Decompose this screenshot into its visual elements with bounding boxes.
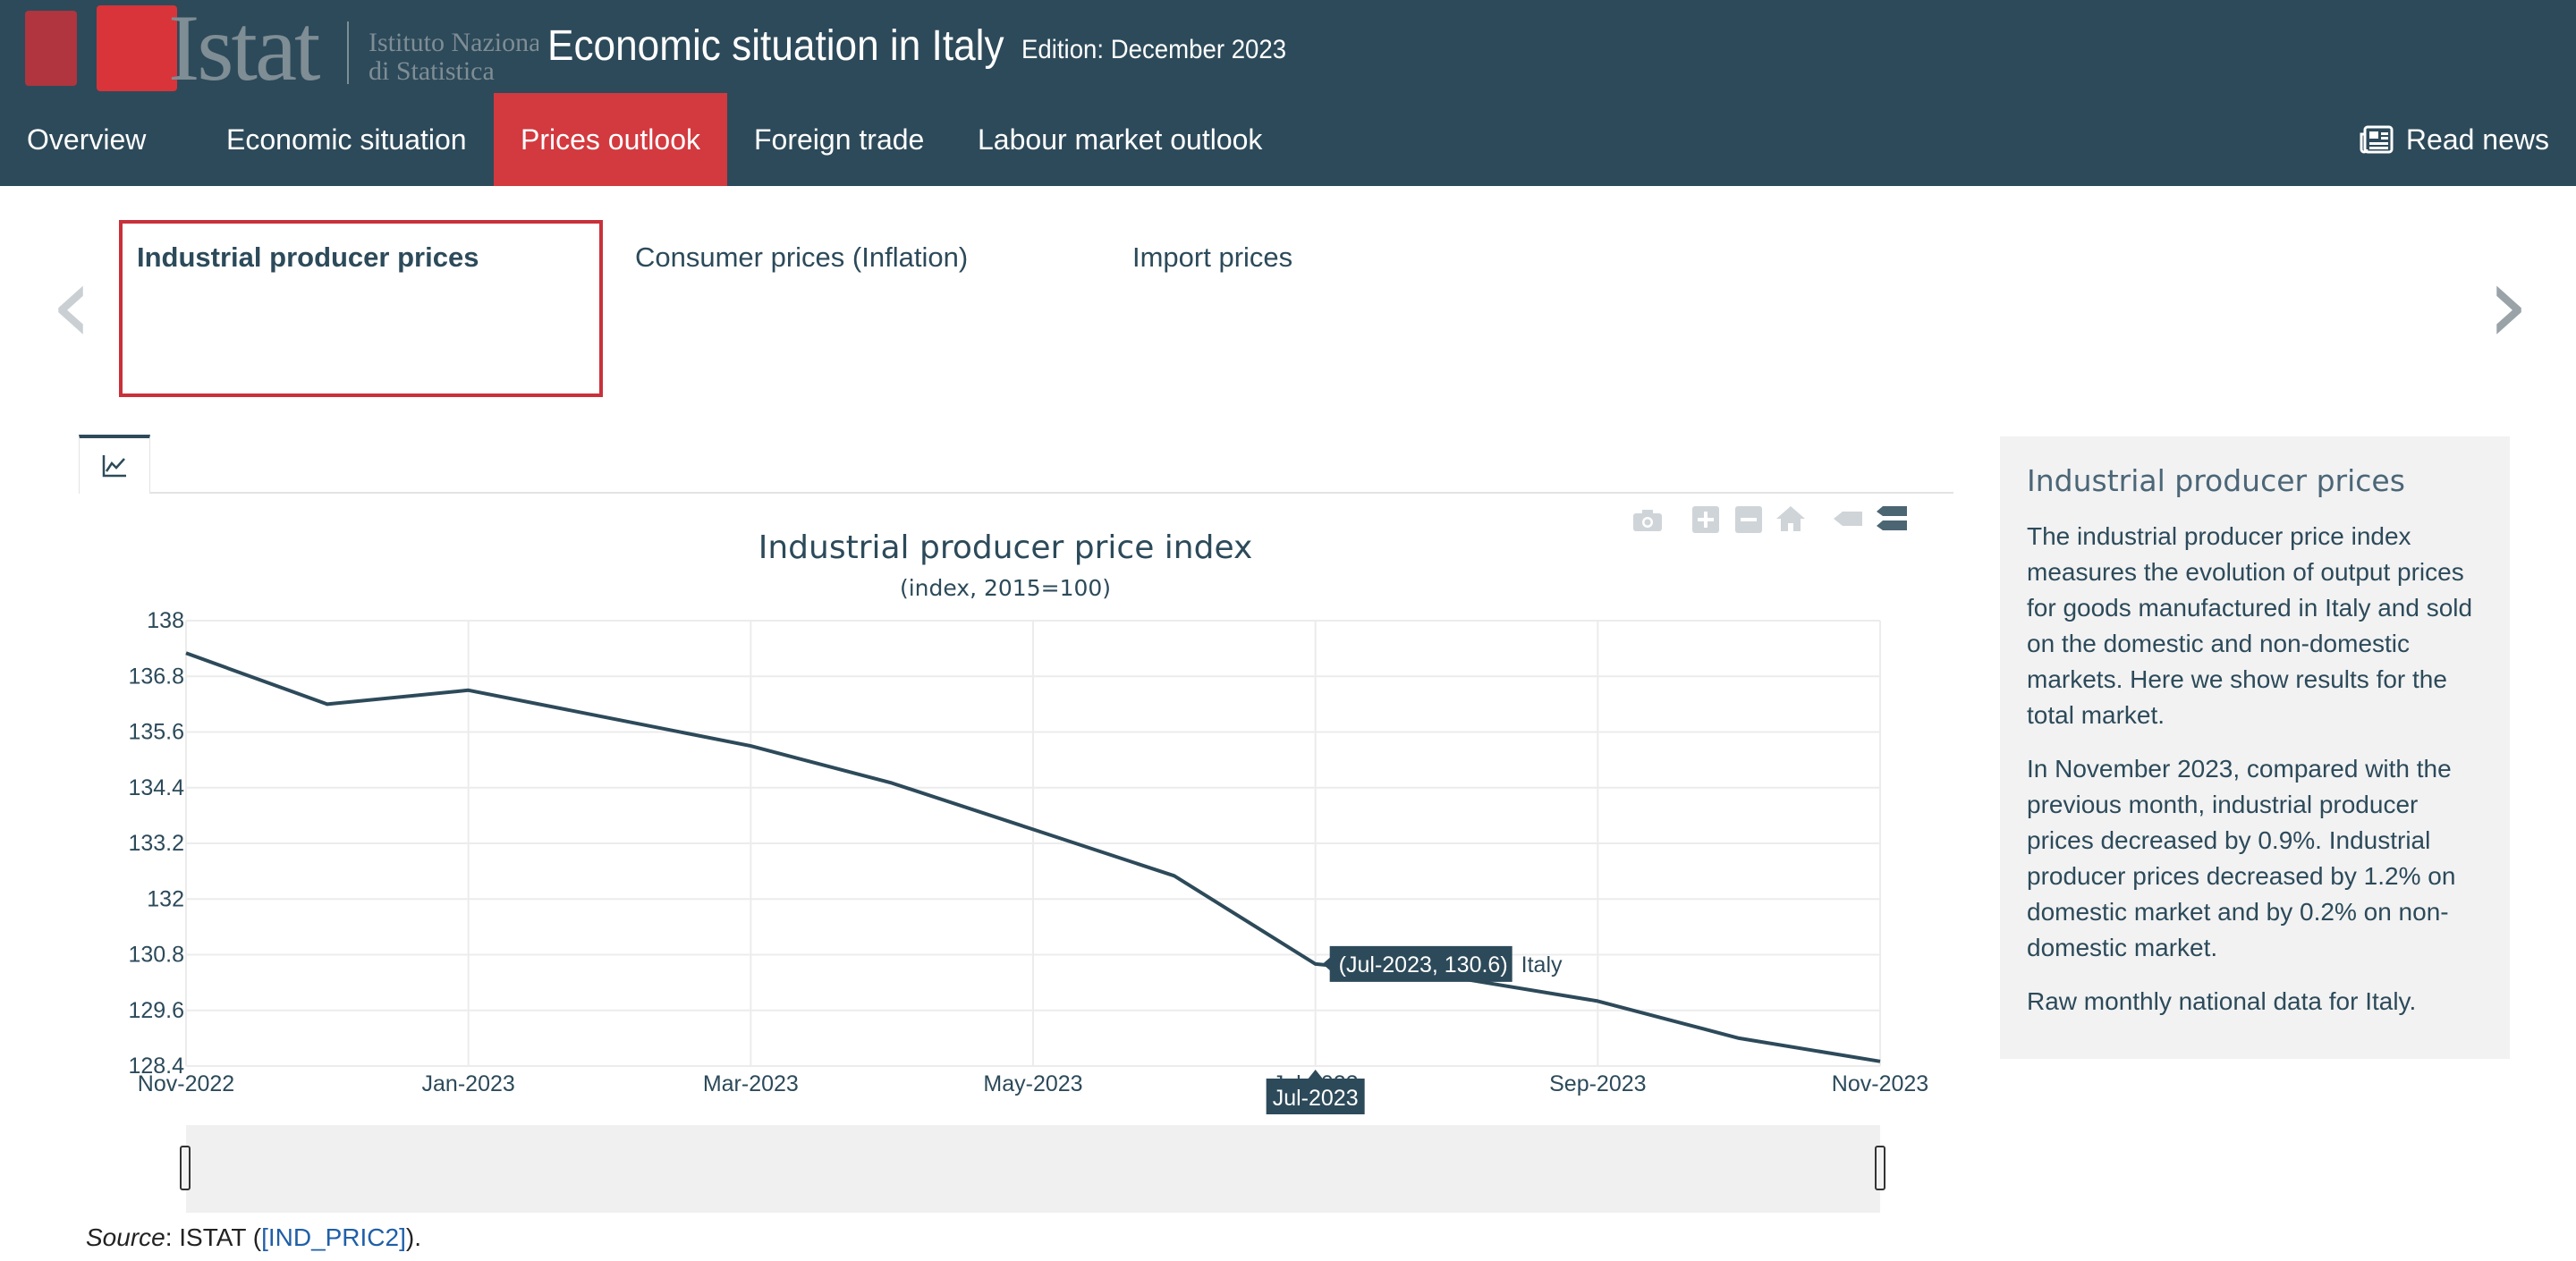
data-point[interactable]: [1735, 1035, 1742, 1042]
x-tick-label: Nov-2022: [138, 1071, 234, 1096]
line-chart-icon: [102, 455, 126, 478]
nav-item-label: Economic situation: [226, 123, 467, 156]
nav-economic-situation[interactable]: Economic situation: [226, 93, 467, 186]
x-hover-label: Jul-2023: [1266, 1070, 1365, 1114]
tooltip-series-name: Italy: [1521, 952, 1563, 977]
y-tick-label: 135.6: [128, 720, 184, 745]
zoom-in-icon[interactable]: [1692, 506, 1719, 533]
chart-view-tabs: [79, 435, 1953, 494]
tooltip-value: (Jul-2023, 130.6): [1339, 952, 1508, 977]
data-point[interactable]: [182, 649, 190, 656]
info-panel-description: The industrial producer price index meas…: [2027, 522, 2473, 729]
subtab-industrial-producer-prices[interactable]: Industrial producer prices: [119, 220, 603, 397]
info-panel: Industrial producer prices The industria…: [2000, 436, 2510, 1059]
y-tick-label: 133.2: [128, 831, 184, 856]
data-point[interactable]: [1594, 997, 1601, 1004]
logo-mark-left: [25, 11, 77, 86]
zoom-out-icon[interactable]: [1735, 506, 1762, 533]
spike-lines-icon[interactable]: [1834, 512, 1862, 526]
y-tick-label: 132: [147, 886, 184, 911]
istat-logo[interactable]: Istat Istituto Nazionale di Statistica: [25, 0, 538, 97]
site-title: Economic situation in Italy: [547, 22, 1004, 70]
logo-divider: [347, 21, 349, 84]
series-italy: [182, 649, 1884, 1065]
source-suffix: ).: [405, 1223, 421, 1251]
info-panel-title: Industrial producer prices: [2027, 463, 2405, 498]
chart-subtitle: (index, 2015=100): [900, 575, 1111, 601]
y-tick-label: 130.8: [128, 943, 184, 968]
y-tick-label: 134.4: [128, 775, 184, 800]
data-point[interactable]: [1030, 825, 1037, 833]
logo-mark-right: [97, 5, 177, 91]
y-axis-ticks: 128.4 129.6 130.8 132 133.2 134.4 135.6 136.8 13…: [128, 608, 184, 1079]
logo-subtitle-line-1: Istituto Nazionale: [369, 29, 538, 57]
source-prefix: Source: [86, 1223, 165, 1251]
data-point[interactable]: [465, 687, 472, 694]
x-tick-label: Sep-2023: [1549, 1071, 1646, 1096]
x-tick-label: Jan-2023: [422, 1071, 515, 1096]
nav-item-label: Labour market outlook: [978, 123, 1263, 156]
nav-item-label: Overview: [27, 123, 147, 156]
x-tick-label: May-2023: [983, 1071, 1082, 1096]
x-tick-label: Mar-2023: [703, 1071, 799, 1096]
y-tick-label: 136.8: [128, 664, 184, 689]
x-axis-ticks: Nov-2022Jan-2023Mar-2023May-2023Jul-2023…: [138, 1071, 1928, 1096]
info-panel-latest: In November 2023, compared with the prev…: [2027, 755, 2456, 961]
nav-prices-outlook[interactable]: Prices outlook: [494, 93, 727, 186]
main-nav: Overview Economic situation Prices outlo…: [0, 93, 2576, 186]
tooltip-box: [1322, 945, 1513, 982]
data-point[interactable]: [1171, 872, 1178, 879]
series-line[interactable]: [185, 651, 1881, 1063]
range-slider[interactable]: [180, 1125, 1885, 1213]
subtab-label: Industrial producer prices: [137, 241, 479, 273]
x-hover-text: Jul-2023: [1273, 1086, 1359, 1111]
camera-icon[interactable]: [1633, 510, 1662, 531]
y-tick-label: 138: [147, 608, 184, 633]
chevron-left-icon[interactable]: ‹: [50, 243, 93, 368]
data-point[interactable]: [606, 715, 614, 722]
data-point[interactable]: [1877, 1058, 1884, 1065]
subtab-import-prices[interactable]: Import prices: [1114, 220, 1580, 397]
nav-foreign-trade[interactable]: Foreign trade: [754, 93, 924, 186]
price-index-chart: Industrial producer price index (index, …: [128, 506, 1928, 1213]
subtab-consumer-prices[interactable]: Consumer prices (Inflation): [617, 220, 1082, 397]
hover-tooltip: (Jul-2023, 130.6) Italy: [1322, 945, 1563, 982]
range-slider-right-handle[interactable]: [1875, 1146, 1885, 1190]
subtab-label: Consumer prices (Inflation): [635, 241, 969, 273]
logo-subtitle: Istituto Nazionale di Statistica: [369, 29, 538, 86]
chevron-right-icon[interactable]: ›: [2487, 243, 2529, 368]
source-note: Source: ISTAT ([IND_PRIC2]).: [86, 1223, 421, 1252]
chart-title: Industrial producer price index: [758, 529, 1253, 566]
read-news-button[interactable]: Read news: [2360, 93, 2549, 186]
newspaper-icon: [2360, 125, 2394, 154]
compare-data-icon[interactable]: [1877, 506, 1907, 530]
x-hover-box: [1266, 1070, 1365, 1114]
top-header: Istat Istituto Nazionale di Statistica E…: [0, 0, 2576, 97]
source-org: : ISTAT (: [165, 1223, 262, 1251]
y-tick-label: 129.6: [128, 998, 184, 1023]
nav-labour-market-outlook[interactable]: Labour market outlook: [978, 93, 1262, 186]
logo-wordmark: Istat: [168, 0, 320, 100]
chart-gridlines: [185, 620, 1881, 1067]
range-slider-left-handle[interactable]: [180, 1146, 191, 1190]
data-point[interactable]: [324, 700, 331, 707]
nav-item-label: Foreign trade: [754, 123, 925, 156]
x-tick-label: Nov-2023: [1832, 1071, 1928, 1096]
range-slider-track[interactable]: [186, 1125, 1880, 1213]
data-point[interactable]: [888, 780, 895, 787]
logo-subtitle-line-2: di Statistica: [369, 56, 495, 86]
nav-overview[interactable]: Overview: [27, 93, 146, 186]
tab-line-chart[interactable]: [79, 435, 150, 494]
home-icon[interactable]: [1776, 506, 1805, 531]
info-panel-note: Raw monthly national data for Italy.: [2027, 987, 2417, 1015]
subtab-label: Import prices: [1132, 241, 1293, 273]
chart-modebar: [1633, 506, 1907, 533]
nav-item-label: Prices outlook: [521, 123, 700, 156]
read-news-label: Read news: [2405, 123, 2549, 156]
source-dataset-link[interactable]: [IND_PRIC2]: [261, 1223, 406, 1251]
y-tick-label: 128.4: [128, 1054, 184, 1079]
data-point[interactable]: [747, 742, 754, 749]
data-point[interactable]: [1312, 961, 1319, 968]
edition-label: Edition: December 2023: [1021, 35, 1287, 64]
